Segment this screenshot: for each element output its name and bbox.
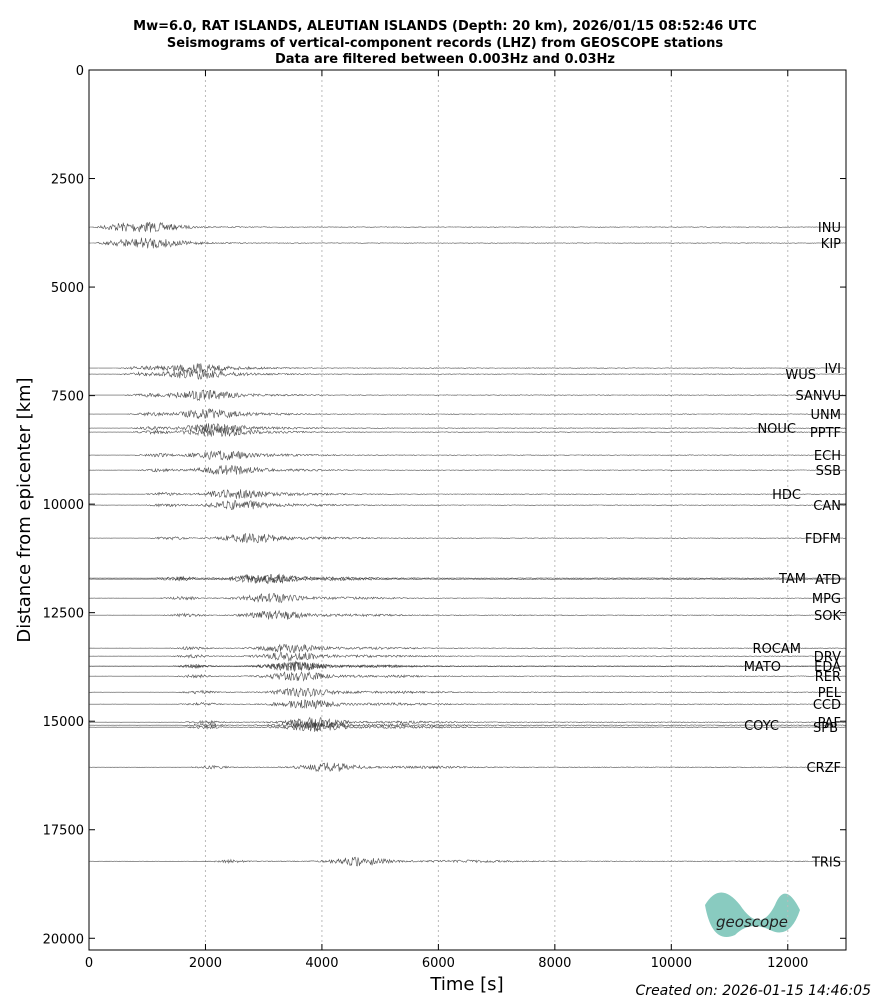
seismogram-trace <box>88 574 846 585</box>
seismogram-trace <box>89 426 846 437</box>
seismogram-trace <box>89 593 846 604</box>
station-label: ECH <box>814 449 841 464</box>
seismogram-trace <box>88 652 846 662</box>
seismogram-trace <box>88 450 846 461</box>
seismogram-trace <box>89 720 846 730</box>
station-label: MPG <box>812 592 841 607</box>
x-axis-label: Time [s] <box>429 974 503 995</box>
seismogram-trace <box>89 856 846 867</box>
station-label: RER <box>815 670 841 685</box>
station-label: SPB <box>813 721 838 736</box>
seismogram-trace <box>89 532 846 544</box>
station-label: MATO <box>744 660 781 675</box>
title-line: Mw=6.0, RAT ISLANDS, ALEUTIAN ISLANDS (D… <box>133 19 757 34</box>
seismogram-trace <box>88 573 846 584</box>
seismogram-trace <box>89 465 846 475</box>
station-label: ROCAM <box>753 642 801 657</box>
y-tick-label: 7500 <box>51 390 84 405</box>
x-tick-label: 2000 <box>189 956 222 971</box>
station-label: SANVU <box>795 389 841 404</box>
station-label: HDC <box>772 488 801 503</box>
station-label: PPTF <box>810 426 841 441</box>
station-label: SOK <box>814 609 841 624</box>
station-label: IVI <box>824 362 841 377</box>
y-tick-label: 17500 <box>43 824 84 839</box>
seismogram-trace <box>88 499 846 510</box>
y-tick-label: 20000 <box>43 932 84 947</box>
seismogram-trace <box>88 721 846 732</box>
seismogram-trace <box>88 699 846 710</box>
station-label: WUS <box>785 368 816 383</box>
seismogram-trace <box>88 368 846 380</box>
logo-text: geoscope <box>716 913 788 931</box>
station-label: CAN <box>813 499 841 514</box>
y-axis-label: Distance from epicenter [km] <box>14 377 35 642</box>
seismogram-trace <box>89 762 846 773</box>
station-label: ATD <box>815 573 841 588</box>
station-label: TAM <box>778 572 806 587</box>
footer: Created on: 2026-01-15 14:46:05 <box>636 983 872 999</box>
seismogram-trace <box>89 660 846 673</box>
station-label: PEL <box>818 686 842 701</box>
station-label: SSB <box>816 464 841 479</box>
seismogram-trace <box>89 237 846 249</box>
seismogram-trace <box>88 408 846 420</box>
station-label: INU <box>818 221 841 236</box>
seismogram-trace <box>88 489 846 499</box>
station-label: DRV <box>814 650 841 665</box>
y-tick-label: 0 <box>76 64 84 79</box>
y-tick-label: 2500 <box>51 173 84 188</box>
x-tick-label: 12000 <box>767 956 808 971</box>
title-line: Seismograms of vertical-component record… <box>167 36 723 51</box>
y-tick-label: 5000 <box>51 281 84 296</box>
station-label: NOUC <box>757 422 796 437</box>
station-label: FDFM <box>805 532 841 547</box>
station-label: KIP <box>821 237 841 252</box>
title-line: Data are filtered between 0.003Hz and 0.… <box>275 52 615 67</box>
x-tick-label: 4000 <box>305 956 338 971</box>
seismogram-trace <box>89 671 846 682</box>
seismogram-trace <box>89 643 846 654</box>
station-label: CCD <box>813 698 841 713</box>
seismogram-trace <box>89 716 846 728</box>
seismogram-trace <box>88 609 846 620</box>
y-tick-label: 15000 <box>43 715 84 730</box>
x-tick-label: 10000 <box>651 956 692 971</box>
seismogram-trace <box>89 363 846 374</box>
seismogram-trace <box>88 221 846 233</box>
seismogram-trace <box>88 687 846 698</box>
x-tick-label: 8000 <box>538 956 571 971</box>
station-label: TRIS <box>811 855 841 870</box>
station-label: EDA <box>814 660 841 675</box>
seismogram-trace <box>89 389 846 402</box>
station-label: CRZF <box>807 761 842 776</box>
y-tick-label: 12500 <box>43 607 84 622</box>
logo-shape <box>705 892 800 937</box>
station-label: UNM <box>811 408 841 423</box>
plot-frame <box>88 69 847 951</box>
x-tick-label: 0 <box>85 956 93 971</box>
x-tick-label: 6000 <box>422 956 455 971</box>
logo: geoscope <box>705 892 800 937</box>
y-tick-label: 10000 <box>43 498 84 513</box>
station-label: COYC <box>744 719 779 734</box>
